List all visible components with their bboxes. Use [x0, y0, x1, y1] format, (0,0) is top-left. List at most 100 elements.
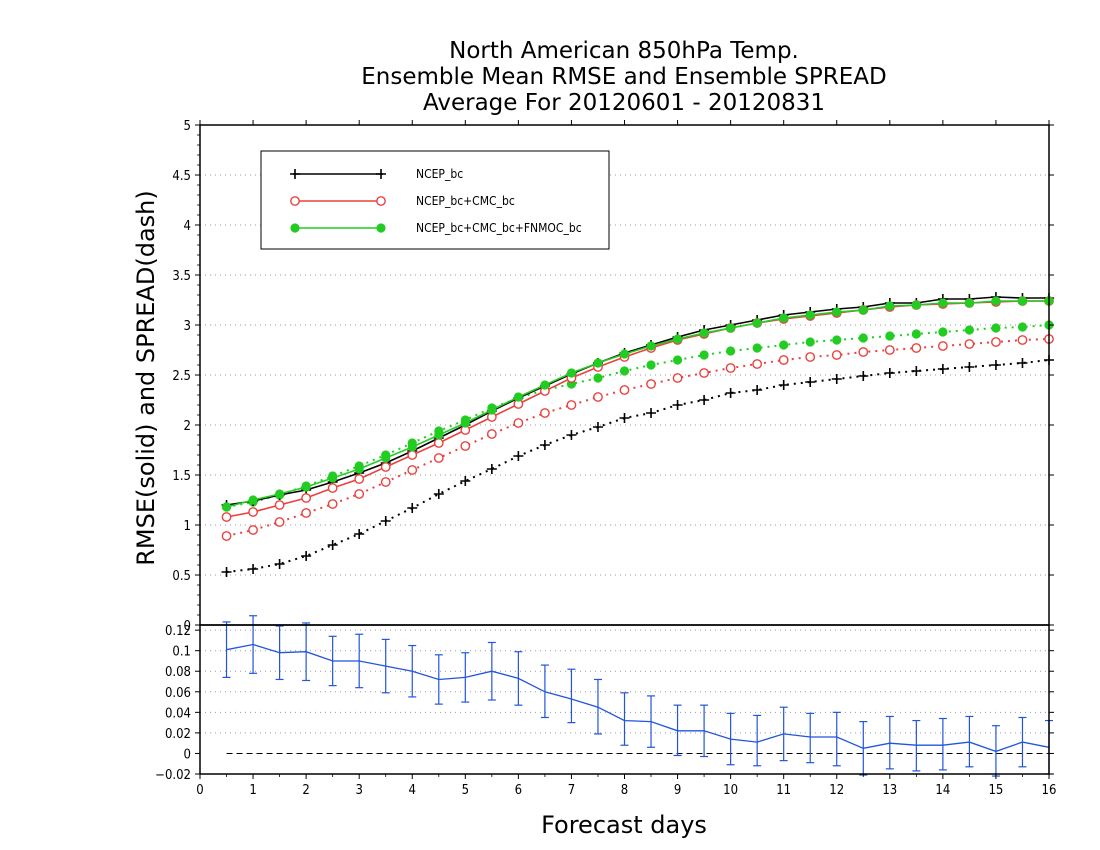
difference-series-group [222, 615, 1053, 777]
data-point [1017, 322, 1028, 332]
data-point [964, 325, 975, 335]
data-point [672, 355, 683, 365]
data-point [911, 300, 921, 310]
rmse-filled-circle-series [221, 296, 1054, 512]
data-point [752, 318, 762, 328]
data-point [619, 413, 630, 423]
series-line [226, 359, 1050, 573]
legend-label: NCEP_bc+CMC_bc+FNMOC_bc [416, 221, 582, 235]
data-point [911, 366, 922, 376]
data-point [699, 328, 709, 338]
y-axis-label: RMSE(solid) and SPREAD(dash) [132, 190, 160, 566]
legend-box [260, 150, 610, 250]
y-tick-label: 2.5 [172, 369, 191, 384]
x-tick-label: 0 [196, 783, 203, 798]
data-point [699, 368, 709, 378]
data-point [540, 380, 550, 390]
x-tick-label: 2 [302, 783, 309, 798]
data-point [672, 373, 683, 383]
y-tick-label: 0.5 [172, 569, 191, 584]
data-point [672, 400, 683, 410]
data-point [831, 350, 842, 360]
data-point [248, 525, 258, 535]
data-point [407, 450, 418, 460]
data-point [805, 310, 815, 320]
diff-y-tick-label: 0.12 [165, 624, 191, 639]
x-tick-label: 8 [621, 783, 628, 798]
data-point [938, 298, 948, 308]
data-point [248, 564, 259, 574]
x-tick-label: 6 [515, 783, 522, 798]
data-point [646, 379, 656, 389]
data-point [301, 551, 312, 561]
legend-label: NCEP_bc+CMC_bc [416, 194, 515, 208]
difference-gridlines [200, 629, 1049, 775]
data-point [858, 347, 869, 357]
data-point [301, 493, 312, 503]
diff-y-tick-label: −0.02 [155, 768, 191, 783]
data-point [779, 340, 789, 350]
data-point [513, 418, 524, 428]
y-tick-label: 3.5 [172, 269, 191, 284]
data-point [885, 301, 895, 311]
data-point [991, 337, 1001, 347]
data-point [805, 337, 815, 347]
legend-marker [376, 196, 386, 206]
data-point [725, 388, 736, 398]
title-line-3: Average For 20120601 - 20120831 [423, 90, 825, 116]
data-point [274, 489, 285, 499]
data-point [805, 352, 816, 362]
data-point [725, 363, 736, 373]
title-line-2: Ensemble Mean RMSE and Ensemble SPREAD [361, 64, 886, 90]
legend-entry: NCEP_bc+CMC_bc+FNMOC_bc [290, 221, 582, 235]
data-point [726, 323, 736, 333]
data-point [646, 360, 656, 370]
data-point [672, 334, 683, 344]
data-point [433, 438, 444, 448]
x-tick-label: 11 [776, 783, 791, 798]
data-point [486, 464, 497, 474]
data-point [884, 368, 895, 378]
legend-marker [290, 223, 300, 233]
chart-title: North American 850hPa Temp.Ensemble Mean… [361, 38, 886, 116]
data-point [779, 313, 789, 323]
legend-marker [290, 169, 300, 179]
data-point [248, 495, 258, 505]
series-line [226, 324, 1050, 508]
data-point [274, 517, 285, 527]
diff-y-tick-label: 0.04 [165, 706, 191, 721]
data-point [619, 366, 630, 376]
data-point [752, 359, 763, 369]
y-tick-label: 5 [184, 119, 191, 134]
y-tick-label: 1 [184, 519, 191, 534]
data-point [858, 305, 868, 315]
data-point [1017, 335, 1028, 345]
data-point [964, 298, 975, 308]
data-point [858, 333, 868, 343]
data-point [646, 341, 656, 351]
x-tick-label: 9 [674, 783, 681, 798]
x-tick-label: 1 [249, 783, 256, 798]
data-point [619, 349, 630, 359]
data-point [407, 503, 418, 513]
data-point [460, 476, 471, 486]
data-point [434, 430, 444, 440]
diff-y-tick-label: 0.08 [165, 665, 191, 680]
diff-y-tick-label: 0.06 [165, 686, 191, 701]
x-tick-label: 13 [882, 783, 897, 798]
main-series-group [221, 292, 1054, 577]
data-point [301, 508, 312, 518]
data-point [460, 441, 471, 451]
x-tick-label: 15 [988, 783, 1003, 798]
data-point [938, 327, 948, 337]
x-tick-label: 10 [723, 783, 738, 798]
data-point [327, 499, 338, 509]
data-point [593, 392, 603, 402]
legend-marker [376, 223, 386, 233]
spread-open-circle-series [221, 334, 1054, 541]
data-point [593, 373, 603, 383]
data-point [964, 362, 975, 372]
data-point [274, 500, 285, 510]
data-point [699, 350, 709, 360]
